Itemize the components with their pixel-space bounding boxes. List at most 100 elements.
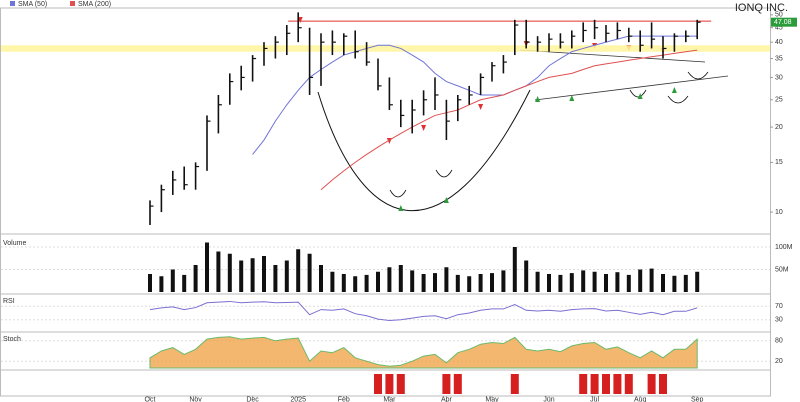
x-tick-label: Mar [383, 396, 396, 402]
volume-bar [478, 274, 483, 292]
y-tick-label: 80 [775, 338, 783, 345]
y-tick-label: 30 [775, 317, 783, 324]
trend-lines [519, 49, 729, 101]
x-tick-label: Aug [634, 396, 647, 402]
x-tick-label: 2025 [290, 396, 306, 402]
pane-label: Stoch [3, 336, 21, 343]
volume-bar [604, 274, 608, 292]
volume-bar [341, 274, 346, 292]
last-price-label: 47.08 [774, 19, 792, 26]
signal-bar [659, 374, 667, 394]
volume-bar [501, 270, 506, 292]
volume-bar [433, 273, 437, 292]
volume-bar [524, 260, 529, 292]
volume-bar [182, 274, 187, 292]
signal-bar [453, 374, 462, 394]
handle-arcs [389, 71, 709, 198]
pane-borders [0, 7, 771, 397]
y-tick-label: 10 [775, 209, 783, 216]
legend-label: SMA (50) [18, 1, 47, 8]
rsi-line [149, 300, 698, 321]
volume-bar [227, 253, 232, 292]
signal-bar [613, 374, 622, 394]
sma-line [320, 49, 698, 191]
volume-bar [512, 247, 517, 292]
volume-bar [216, 251, 221, 292]
x-tick-label: May [485, 396, 499, 402]
pane-label: Volume [3, 240, 26, 247]
y-tick-label: 25 [775, 97, 783, 104]
stoch-area [149, 336, 698, 369]
x-tick-label: Sep [691, 396, 704, 402]
signal-bar [624, 374, 633, 394]
volume-bar [307, 253, 312, 292]
x-tick-label: Oct [145, 396, 156, 402]
volume-bar [262, 256, 266, 292]
volume-bar [569, 273, 574, 292]
volume-bar [319, 265, 323, 292]
volume-bar [376, 271, 380, 292]
signal-bar [647, 374, 656, 394]
y-tick-label: 100M [775, 244, 793, 251]
x-tick-label: Feb [338, 396, 350, 402]
y-tick-label: 40 [775, 39, 783, 46]
volume-bar [387, 267, 392, 292]
volume-bar [250, 258, 255, 292]
signal-bar [442, 374, 451, 394]
y-tick-label: 30 [775, 74, 783, 81]
cup-pattern [317, 89, 531, 212]
volume-bar [490, 273, 494, 292]
volume-bar [455, 274, 460, 292]
signal-bar [385, 374, 394, 394]
legend-swatch [70, 1, 75, 6]
volume-bar [649, 268, 654, 292]
x-tick-label: Nov [189, 396, 202, 402]
x-tick-label: Jul [590, 396, 599, 402]
support-zone [1, 45, 770, 52]
x-tick-label: Jun [543, 396, 554, 402]
y-tick-label: 70 [775, 303, 783, 310]
volume-bar [330, 271, 335, 292]
signal-bar [374, 374, 382, 394]
arrow [478, 104, 484, 110]
sma-line [252, 35, 698, 155]
signal-bar [590, 374, 599, 394]
volume-bar [364, 274, 369, 292]
arrow [535, 96, 541, 102]
volume-bar [695, 271, 700, 292]
volume-bar [444, 267, 449, 292]
signal-bar [510, 374, 519, 394]
volume-bar [148, 274, 152, 292]
x-tick-label: Dec [246, 396, 259, 402]
legend-swatch [10, 1, 15, 6]
volume-bar [672, 275, 677, 292]
legend-label: SMA (200) [78, 1, 111, 8]
volume-bar [547, 274, 551, 292]
volume-bar [353, 276, 358, 292]
volume-bar [410, 270, 415, 292]
volume-bar [284, 260, 289, 292]
volume-bar [421, 274, 426, 292]
y-tick-label: 50M [775, 266, 789, 273]
volume-bar [592, 271, 597, 292]
volume-bar [661, 274, 665, 292]
arrow [637, 93, 643, 99]
arrow [421, 125, 427, 131]
y-tick-label: 45 [775, 25, 783, 32]
volume-bar [467, 276, 472, 292]
last-price-box [771, 17, 797, 27]
x-tick-label: Apr [441, 396, 453, 402]
signal-bar [602, 374, 610, 394]
arrow [671, 87, 677, 93]
volume-bar [159, 276, 164, 292]
volume-bar [170, 269, 175, 292]
y-tick-label: 35 [775, 55, 783, 62]
signal-bar [396, 374, 405, 394]
arrow [443, 197, 449, 203]
y-tick-label: 20 [775, 124, 783, 131]
volume-bar [296, 249, 301, 292]
volume-bar [535, 271, 540, 292]
pane-label: RSI [3, 298, 15, 305]
